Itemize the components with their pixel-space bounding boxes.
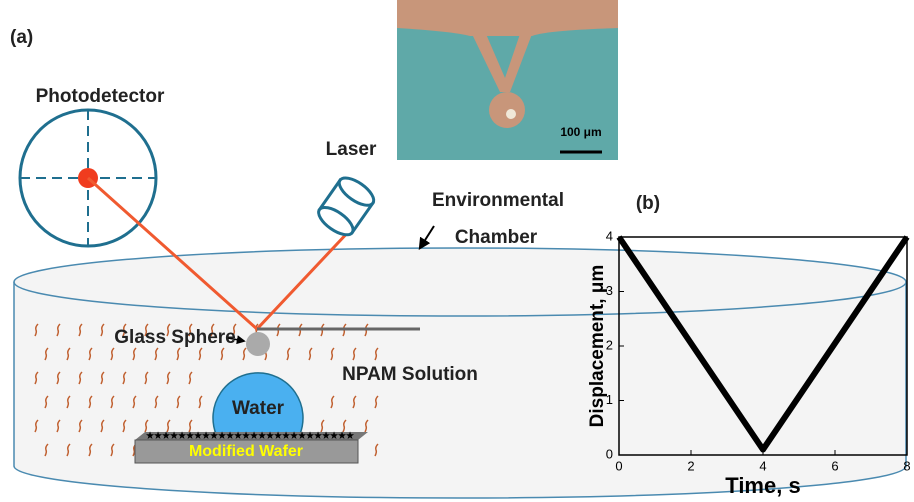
laser-label: Laser <box>326 139 377 160</box>
water-label: Water <box>232 398 285 419</box>
arrow <box>420 226 434 248</box>
solution-label: NPAM Solution <box>342 364 478 385</box>
figure: 100 μm (a) Photodetector Laser Environme… <box>0 0 914 502</box>
chamber-label: Chamber <box>455 227 538 248</box>
x-tick-label: 0 <box>615 458 622 473</box>
wafer-label: Modified Wafer <box>189 443 303 460</box>
laser <box>314 173 378 240</box>
panel-label: (b) <box>636 193 660 214</box>
x-tick-label: 2 <box>687 458 694 473</box>
inset-highlight <box>506 109 516 119</box>
scale-bar-label: 100 μm <box>560 125 601 139</box>
y-axis-label: Displacement, μm <box>587 265 608 428</box>
inset-sphere <box>489 92 525 128</box>
panel-label: (a) <box>10 27 33 48</box>
chamber-label: Environmental <box>432 190 564 211</box>
surface-groups: ★★★★★★★★★★★★★★★★★★★★★★★★★★ <box>146 430 355 440</box>
chamber-top <box>14 248 906 316</box>
star: ★ <box>346 430 355 440</box>
sphere-label: Glass Sphere <box>114 327 235 348</box>
page: 100 μm (a) Photodetector Laser Environme… <box>0 0 914 502</box>
y-tick-label: 4 <box>606 228 613 243</box>
x-tick-label: 6 <box>831 458 838 473</box>
y-tick-label: 0 <box>606 446 613 461</box>
x-tick-label: 4 <box>759 458 766 473</box>
photodetector-label: Photodetector <box>36 86 165 107</box>
glass-sphere <box>246 332 270 356</box>
x-axis-label: Time, s <box>725 473 800 498</box>
x-tick-label: 8 <box>903 458 910 473</box>
